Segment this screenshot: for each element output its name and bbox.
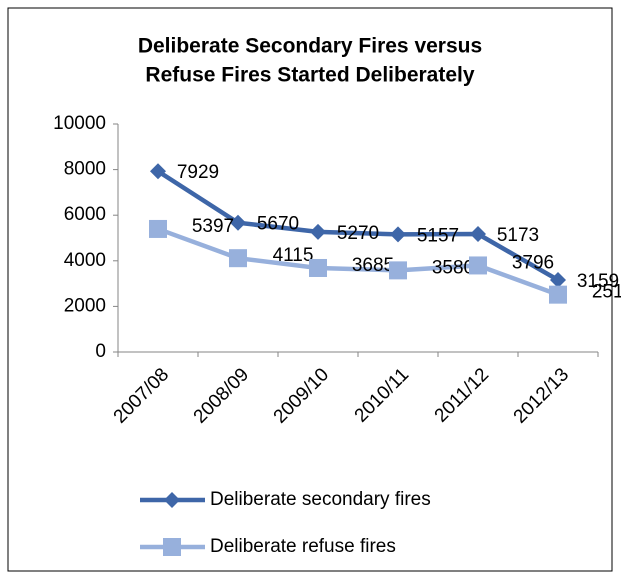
data-label: 7929 bbox=[177, 162, 219, 183]
data-point bbox=[389, 261, 407, 280]
data-label: 3580 bbox=[432, 257, 474, 278]
data-label: 2515 bbox=[592, 282, 621, 303]
data-label: 4115 bbox=[273, 245, 314, 266]
legend-marker bbox=[163, 538, 181, 556]
data-point bbox=[550, 271, 566, 288]
y-tick-label: 2000 bbox=[64, 295, 106, 316]
data-point bbox=[150, 163, 166, 180]
data-point bbox=[310, 223, 326, 240]
data-label: 3685 bbox=[352, 255, 394, 276]
data-label: 5173 bbox=[497, 225, 539, 246]
data-point bbox=[390, 226, 406, 243]
data-point bbox=[149, 219, 167, 238]
data-label: 5270 bbox=[337, 223, 379, 244]
data-point bbox=[230, 214, 246, 231]
legend-marker bbox=[164, 492, 180, 508]
data-label: 5397 bbox=[192, 216, 234, 237]
data-point bbox=[549, 285, 567, 304]
data-point bbox=[470, 226, 486, 243]
data-point bbox=[229, 249, 247, 268]
y-tick-label: 4000 bbox=[64, 250, 106, 271]
series-line bbox=[157, 226, 559, 297]
y-tick-label: 10000 bbox=[53, 113, 106, 134]
chart-title: Deliberate Secondary Fires versus bbox=[138, 35, 482, 58]
legend-label: Deliberate refuse fires bbox=[210, 536, 396, 557]
y-tick-label: 8000 bbox=[64, 159, 106, 180]
y-tick-label: 6000 bbox=[64, 204, 106, 225]
data-point bbox=[469, 256, 487, 275]
data-label: 3796 bbox=[512, 252, 554, 273]
y-tick-label: 0 bbox=[95, 341, 106, 362]
chart-title: Refuse Fires Started Deliberately bbox=[145, 64, 474, 87]
data-label: 5157 bbox=[417, 225, 459, 246]
data-point bbox=[309, 258, 327, 277]
chart-border bbox=[7, 7, 613, 572]
legend-label: Deliberate secondary fires bbox=[210, 489, 431, 510]
data-label: 5670 bbox=[257, 214, 299, 235]
data-label: 3159 bbox=[577, 271, 619, 292]
series-line bbox=[156, 169, 560, 282]
